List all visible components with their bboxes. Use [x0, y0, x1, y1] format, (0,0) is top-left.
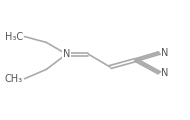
Text: H₃C: H₃C — [5, 32, 23, 42]
Text: N: N — [63, 49, 70, 59]
Text: CH₃: CH₃ — [5, 74, 23, 84]
Text: N: N — [161, 48, 169, 58]
Text: N: N — [161, 68, 169, 78]
